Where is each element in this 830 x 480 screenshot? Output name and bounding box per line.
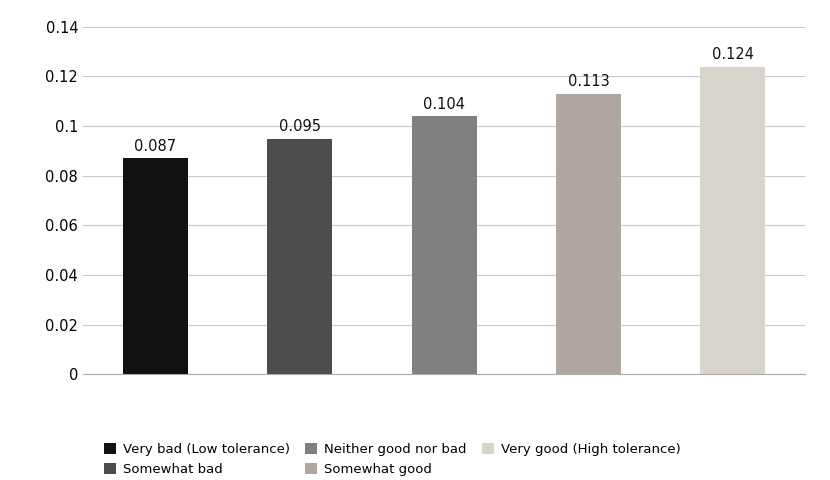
Legend: Very bad (Low tolerance), Somewhat bad, Neither good nor bad, Somewhat good, Ver: Very bad (Low tolerance), Somewhat bad, … — [104, 443, 681, 476]
Bar — [412, 116, 476, 374]
Text: 0.104: 0.104 — [423, 97, 465, 112]
Text: 0.087: 0.087 — [134, 139, 176, 154]
Bar — [556, 94, 621, 374]
Text: 0.124: 0.124 — [712, 47, 754, 62]
Bar — [267, 139, 332, 374]
Bar — [123, 158, 188, 374]
Text: 0.095: 0.095 — [279, 119, 320, 134]
Text: 0.113: 0.113 — [568, 74, 609, 89]
Bar — [701, 67, 765, 374]
